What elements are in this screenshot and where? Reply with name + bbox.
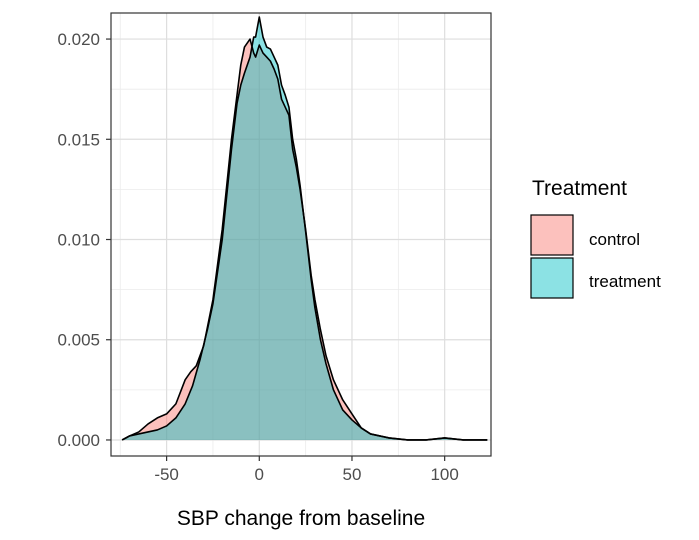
legend: Treatment control treatment: [530, 177, 661, 299]
density-area-control: [122, 39, 488, 440]
x-tick-label: -50: [154, 465, 179, 484]
legend-entry-control: control: [530, 214, 640, 256]
x-tick-label: 50: [343, 465, 362, 484]
x-axis: -50 0 50 100: [154, 456, 459, 484]
density-line-treatment: [121, 16, 488, 441]
legend-label-control: control: [589, 230, 640, 249]
panel-background: [111, 13, 491, 456]
x-tick-label: 0: [255, 465, 264, 484]
legend-label-treatment: treatment: [589, 272, 661, 291]
plot-panel: [110, 12, 492, 457]
y-tick-label: 0.000: [57, 431, 100, 450]
x-tick-label: 100: [430, 465, 458, 484]
x-axis-title: SBP change from baseline: [177, 507, 425, 530]
y-axis: 0.000 0.005 0.010 0.015 0.020: [57, 30, 111, 450]
y-tick-label: 0.010: [57, 231, 100, 250]
panel-border: [110, 12, 492, 457]
legend-swatch-treatment: [530, 257, 574, 299]
y-tick-label: 0.015: [57, 130, 100, 149]
density-series: [121, 16, 488, 441]
y-tick-label: 0.005: [57, 331, 100, 350]
legend-swatch-control: [530, 214, 574, 256]
legend-title: Treatment: [532, 177, 627, 200]
legend-entry-treatment: treatment: [530, 257, 661, 299]
major-gridlines: [111, 13, 491, 456]
y-tick-label: 0.020: [57, 30, 100, 49]
